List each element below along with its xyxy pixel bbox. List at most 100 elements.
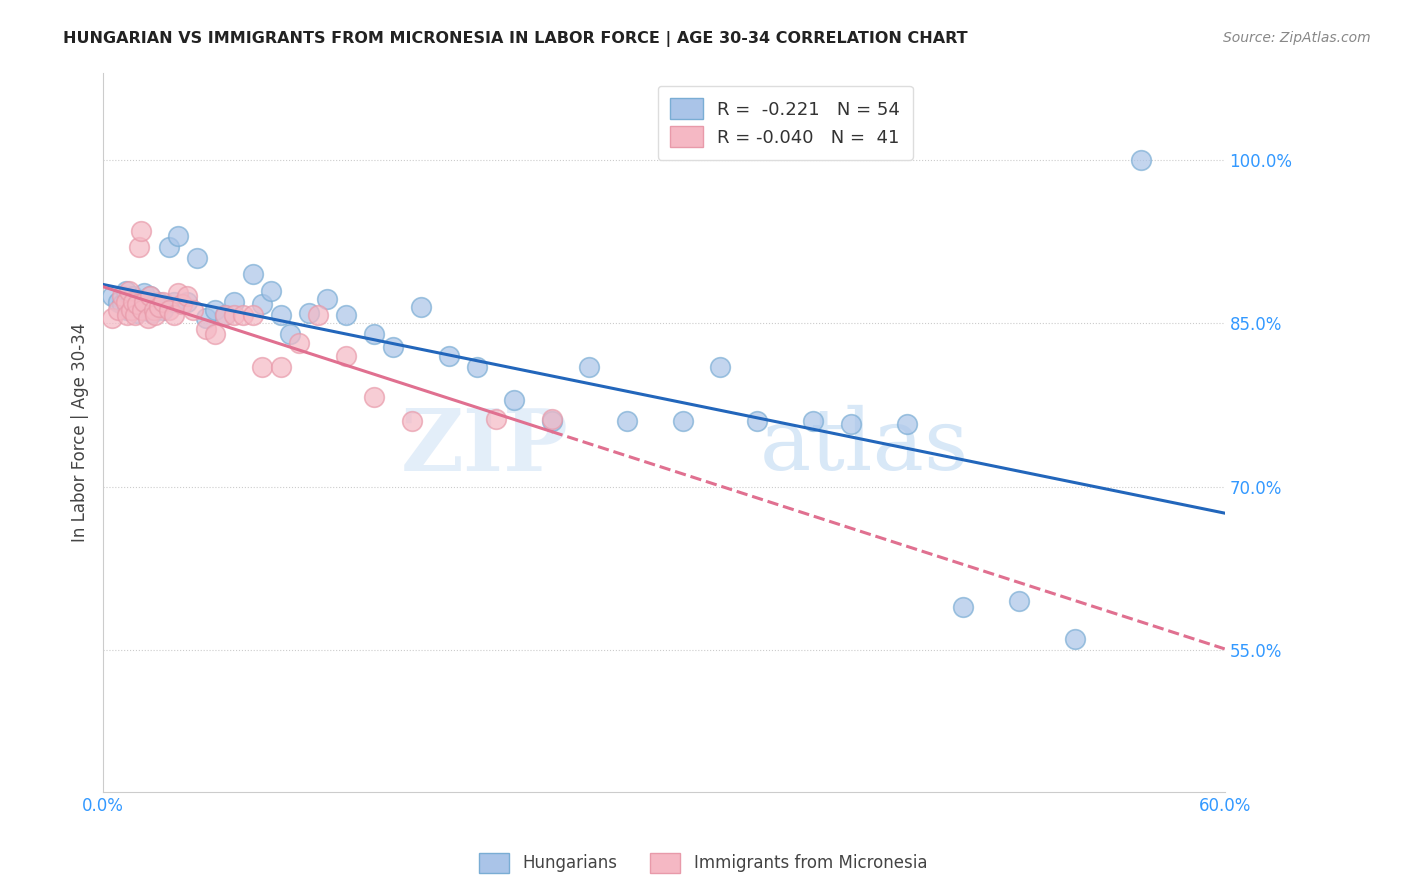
Point <box>122 289 145 303</box>
Point <box>616 414 638 428</box>
Point <box>288 336 311 351</box>
Point <box>232 308 254 322</box>
Point <box>114 294 136 309</box>
Point <box>176 289 198 303</box>
Point <box>181 303 204 318</box>
Point <box>222 308 245 322</box>
Point <box>129 294 152 309</box>
Point <box>136 310 159 325</box>
Point <box>125 297 148 311</box>
Point <box>242 308 264 322</box>
Point <box>503 392 526 407</box>
Point <box>101 310 124 325</box>
Point <box>145 308 167 322</box>
Point <box>163 308 186 322</box>
Text: Source: ZipAtlas.com: Source: ZipAtlas.com <box>1223 31 1371 45</box>
Point <box>335 349 357 363</box>
Point <box>278 327 301 342</box>
Point <box>363 327 385 342</box>
Point <box>101 289 124 303</box>
Point <box>1129 153 1152 167</box>
Point <box>141 305 163 319</box>
Point <box>672 414 695 428</box>
Point <box>176 294 198 309</box>
Point <box>111 297 134 311</box>
Point <box>214 308 236 322</box>
Point <box>128 297 150 311</box>
Point <box>148 300 170 314</box>
Point <box>260 284 283 298</box>
Point <box>242 268 264 282</box>
Point <box>167 229 190 244</box>
Point <box>125 305 148 319</box>
Point <box>129 224 152 238</box>
Point <box>152 303 174 318</box>
Point <box>250 297 273 311</box>
Point <box>167 285 190 300</box>
Text: ZIP: ZIP <box>401 405 568 489</box>
Point <box>118 284 141 298</box>
Point <box>134 285 156 300</box>
Point <box>142 303 165 318</box>
Point <box>128 240 150 254</box>
Point <box>803 414 825 428</box>
Point <box>117 303 139 318</box>
Point <box>250 359 273 374</box>
Point <box>120 293 142 307</box>
Point <box>298 305 321 319</box>
Point <box>214 308 236 322</box>
Point <box>401 414 423 428</box>
Point <box>316 293 339 307</box>
Point <box>114 284 136 298</box>
Point <box>747 414 769 428</box>
Point <box>145 297 167 311</box>
Point <box>465 359 488 374</box>
Point <box>124 308 146 322</box>
Point <box>839 417 862 431</box>
Point <box>578 359 600 374</box>
Point <box>540 412 562 426</box>
Point <box>107 303 129 318</box>
Point <box>107 294 129 309</box>
Point <box>117 308 139 322</box>
Point <box>709 359 731 374</box>
Point <box>270 308 292 322</box>
Point <box>136 303 159 318</box>
Point <box>437 349 460 363</box>
Point <box>157 303 180 318</box>
Point <box>307 308 329 322</box>
Point <box>194 310 217 325</box>
Point <box>163 294 186 309</box>
Point <box>134 294 156 309</box>
Point <box>152 294 174 309</box>
Legend: R =  -0.221   N = 54, R = -0.040   N =  41: R = -0.221 N = 54, R = -0.040 N = 41 <box>658 86 912 160</box>
Point <box>194 322 217 336</box>
Point <box>335 308 357 322</box>
Point <box>952 599 974 614</box>
Point <box>186 251 208 265</box>
Point <box>204 327 226 342</box>
Point <box>270 359 292 374</box>
Point <box>139 289 162 303</box>
Legend: Hungarians, Immigrants from Micronesia: Hungarians, Immigrants from Micronesia <box>472 847 934 880</box>
Point <box>540 414 562 428</box>
Point <box>131 300 153 314</box>
Point <box>122 294 145 309</box>
Point <box>381 340 404 354</box>
Point <box>409 300 432 314</box>
Point <box>131 303 153 318</box>
Point <box>148 294 170 309</box>
Point <box>170 297 193 311</box>
Text: HUNGARIAN VS IMMIGRANTS FROM MICRONESIA IN LABOR FORCE | AGE 30-34 CORRELATION C: HUNGARIAN VS IMMIGRANTS FROM MICRONESIA … <box>63 31 967 47</box>
Point <box>222 294 245 309</box>
Point <box>120 303 142 318</box>
Point <box>485 412 508 426</box>
Text: atlas: atlas <box>759 405 969 488</box>
Point <box>111 289 134 303</box>
Point <box>1064 632 1087 647</box>
Point <box>204 303 226 318</box>
Point <box>896 417 918 431</box>
Point <box>139 289 162 303</box>
Point <box>157 240 180 254</box>
Y-axis label: In Labor Force | Age 30-34: In Labor Force | Age 30-34 <box>72 323 89 542</box>
